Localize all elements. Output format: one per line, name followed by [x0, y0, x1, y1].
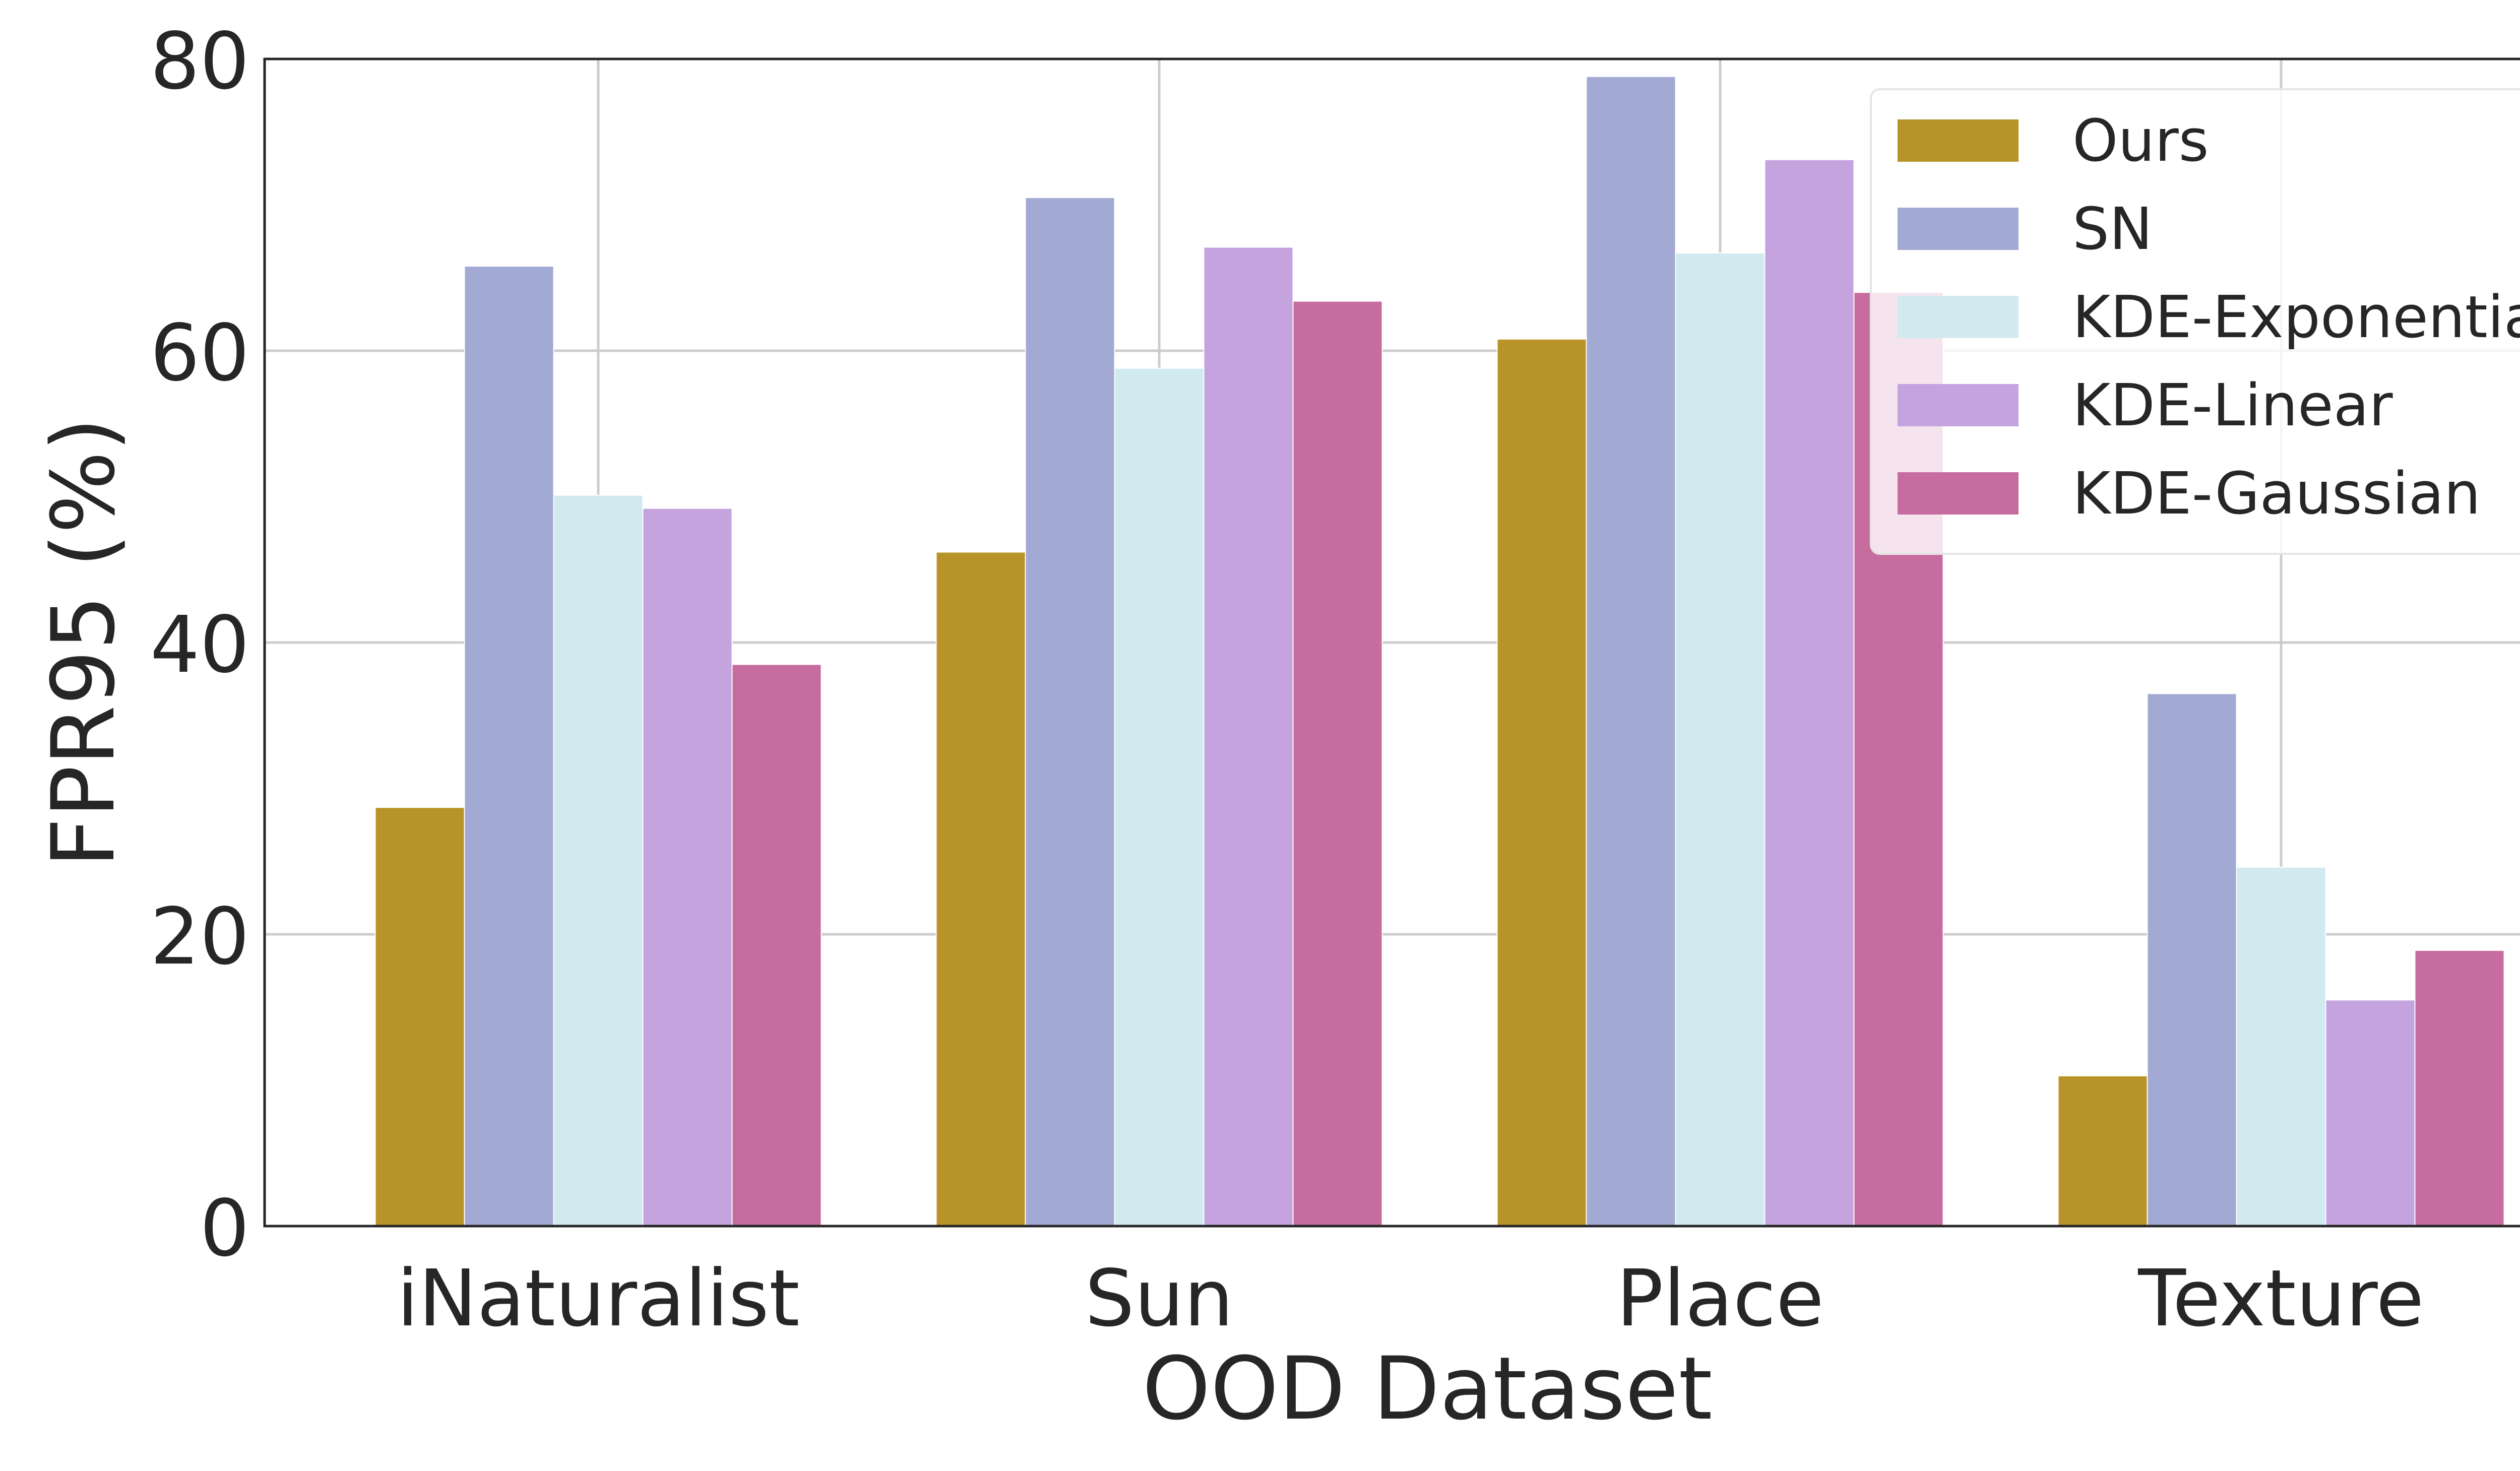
- y-tick-label: 80: [150, 16, 249, 107]
- bar-ours-sun: [935, 551, 1026, 1227]
- x-tick-label: Texture: [2137, 1253, 2424, 1344]
- plot-frame: [263, 57, 2520, 1228]
- y-tick-label: 20: [150, 891, 249, 982]
- bar-sn-inaturalist: [464, 266, 554, 1227]
- bar-sn-sun: [1025, 197, 1115, 1227]
- legend: Ours SN KDE-Exponential KDE-Linear KDE-Gauss…: [1870, 88, 2520, 555]
- bar-ours-place: [1496, 338, 1587, 1227]
- x-tick-label: iNaturalist: [397, 1253, 799, 1344]
- legend-swatch: [1898, 384, 2019, 426]
- y-tick-label: 40: [150, 599, 249, 690]
- bar-kde-exponential-place: [1675, 252, 1766, 1227]
- bar-sn-texture: [2147, 693, 2237, 1227]
- bar-kde-linear-place: [1764, 159, 1855, 1227]
- y-axis-label: FPR95 (%): [33, 417, 134, 867]
- bar-kde-linear-inaturalist: [642, 507, 733, 1227]
- bar-kde-linear-sun: [1203, 246, 1294, 1227]
- legend-label: KDE-Linear: [2072, 372, 2393, 439]
- bar-ours-inaturalist: [374, 807, 465, 1227]
- legend-label: SN: [2072, 196, 2153, 263]
- bars-group: [374, 76, 2505, 1227]
- legend-label: KDE-Exponential: [2072, 284, 2520, 351]
- bar-kde-exponential-texture: [2236, 866, 2326, 1227]
- legend-swatch: [1898, 208, 2019, 250]
- x-tick-label: Sun: [1085, 1253, 1234, 1344]
- bar-kde-exponential-sun: [1114, 367, 1205, 1227]
- bar-kde-gaussian-inaturalist: [731, 664, 822, 1227]
- legend-label: KDE-Gaussian: [2072, 460, 2481, 528]
- bar-sn-place: [1586, 76, 1676, 1227]
- legend-swatch: [1898, 119, 2019, 162]
- bar-kde-gaussian-texture: [2414, 949, 2505, 1227]
- legend-label: Ours: [2072, 107, 2209, 175]
- y-tick-label: 0: [200, 1183, 249, 1274]
- x-axis-label: OOD Dataset: [1142, 1338, 1712, 1439]
- bar-kde-exponential-inaturalist: [553, 494, 644, 1227]
- bar-kde-gaussian-sun: [1292, 300, 1383, 1227]
- y-tick-label: 60: [150, 307, 249, 399]
- y-tick-labels: 0 20 40 60 80: [150, 16, 249, 1274]
- legend-swatch: [1898, 296, 2019, 338]
- x-tick-label: Place: [1616, 1253, 1824, 1344]
- legend-swatch: [1898, 472, 2019, 515]
- x-tick-labels: iNaturalist Sun Place Texture: [397, 1253, 2424, 1344]
- bar-kde-linear-texture: [2325, 999, 2416, 1227]
- bar-ours-texture: [2057, 1075, 2148, 1227]
- legend-frame: [1870, 88, 2520, 555]
